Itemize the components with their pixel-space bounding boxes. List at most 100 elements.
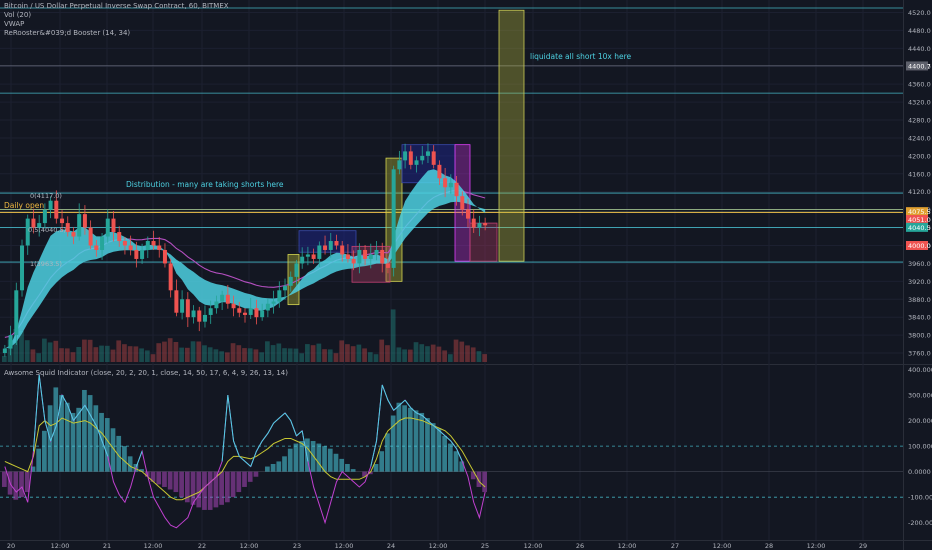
osc-histogram-bar <box>156 471 162 485</box>
osc-histogram-bar <box>139 469 144 472</box>
candle-body <box>283 285 288 291</box>
candle-body <box>448 182 453 188</box>
osc-histogram-bar <box>379 451 385 472</box>
candle-body <box>220 294 225 302</box>
volume-bar <box>47 342 53 362</box>
time-tick-label: 12:00 <box>713 542 732 550</box>
volume-bar <box>322 349 327 362</box>
volume-bar <box>207 347 213 362</box>
volume-bar <box>162 341 167 362</box>
osc-histogram-bar <box>459 461 465 472</box>
candle-body <box>465 209 470 219</box>
candle-body <box>340 245 345 255</box>
candle-body <box>454 182 459 197</box>
candle-body <box>202 314 207 322</box>
osc-histogram-bar <box>453 451 459 472</box>
osc-histogram-bar <box>447 443 453 472</box>
candle-body <box>260 310 265 318</box>
candle-body <box>288 276 293 286</box>
volume-bar <box>150 354 156 362</box>
price-tick-label: 4160.0 <box>908 170 931 178</box>
volume-bar <box>390 309 396 362</box>
osc-histogram-bar <box>53 387 59 472</box>
time-tick-label: 20 <box>7 542 15 550</box>
osc-histogram-bar <box>442 435 447 472</box>
volume-bar <box>430 344 436 362</box>
indicator-vwap[interactable]: VWAP <box>4 20 25 28</box>
osc-histogram-bar <box>150 471 156 482</box>
candle-body <box>277 290 282 302</box>
indicator-vol[interactable]: Vol (20) <box>4 11 32 19</box>
candle-body <box>111 218 116 233</box>
price-tick-label: 4200.0 <box>908 152 931 160</box>
candle-body <box>140 249 145 259</box>
price-tag-bg <box>906 207 928 217</box>
time-tick-label: 12:00 <box>618 542 637 550</box>
candle-body <box>345 254 350 259</box>
volume-bar <box>276 343 282 362</box>
candle-body <box>82 214 87 228</box>
candle-body <box>157 245 162 250</box>
candle-body <box>8 335 13 349</box>
candle-body <box>294 263 299 277</box>
candle-body <box>271 301 276 304</box>
candle-body <box>197 310 202 322</box>
osc-histogram-bar <box>253 471 259 477</box>
osc-histogram-bar <box>42 430 47 472</box>
volume-bar <box>402 349 407 362</box>
osc-histogram-bar <box>70 412 76 472</box>
osc-histogram-bar <box>345 463 350 472</box>
osc-histogram-bar <box>202 471 207 510</box>
osc-histogram-bar <box>76 407 82 472</box>
candle-body <box>2 348 7 354</box>
osc-histogram-bar <box>402 405 407 472</box>
volume-bar <box>87 339 93 362</box>
fib-label-0: 0(4117.0) <box>30 192 62 200</box>
candle-body <box>328 241 333 250</box>
candle-body <box>208 308 213 315</box>
candle-body <box>242 312 248 315</box>
time-tick-label: 24 <box>387 542 395 550</box>
volume-bar <box>367 352 373 362</box>
price-tag-bg <box>906 240 928 250</box>
volume-bar <box>19 331 24 362</box>
price-tick-label: 4320.0 <box>908 99 931 107</box>
volume-bar <box>196 341 202 362</box>
indicator-booster[interactable]: ReRooster&#039;d Booster (14, 34) <box>4 29 131 37</box>
osc-histogram-bar <box>184 471 190 503</box>
time-tick-label: 21 <box>103 542 111 550</box>
time-tick-label: 12:00 <box>429 542 448 550</box>
volume-bar <box>133 346 139 362</box>
candle-body <box>368 254 373 259</box>
osc-tick-label: -200.0000 <box>908 519 932 527</box>
time-tick-label: 12:00 <box>335 542 354 550</box>
candle-body <box>437 164 442 179</box>
volume-bar <box>293 348 299 362</box>
fib-label-1: 1(3963.5) <box>30 260 62 268</box>
candle-body <box>168 263 173 291</box>
osc-histogram-bar <box>230 471 236 498</box>
candle-body <box>357 249 362 264</box>
volume-bar <box>316 343 322 362</box>
osc-histogram-bar <box>224 471 230 503</box>
volume-bar <box>310 345 316 362</box>
candle-body <box>105 218 110 237</box>
annotation-liquidate: liquidate all short 10x here <box>530 52 632 61</box>
candle-body <box>42 209 47 224</box>
osc-histogram-bar <box>436 428 442 472</box>
candle-body <box>385 263 390 268</box>
candle-body <box>265 303 270 311</box>
candle-body <box>311 254 316 259</box>
candle-body <box>191 310 196 318</box>
candle-body <box>380 249 385 264</box>
osc-histogram-bar <box>339 458 345 472</box>
candle-body <box>145 241 150 250</box>
osc-histogram-bar <box>362 471 367 477</box>
candle-body <box>54 200 59 219</box>
candle-body <box>25 218 30 246</box>
volume-bar <box>242 348 247 362</box>
price-tag-bg <box>906 222 928 232</box>
osc-histogram-bar <box>242 471 247 487</box>
shaded-box-pink <box>469 222 498 262</box>
sub-indicator-label[interactable]: Awsome Squid Indicator (close, 20, 2, 20… <box>4 369 288 377</box>
